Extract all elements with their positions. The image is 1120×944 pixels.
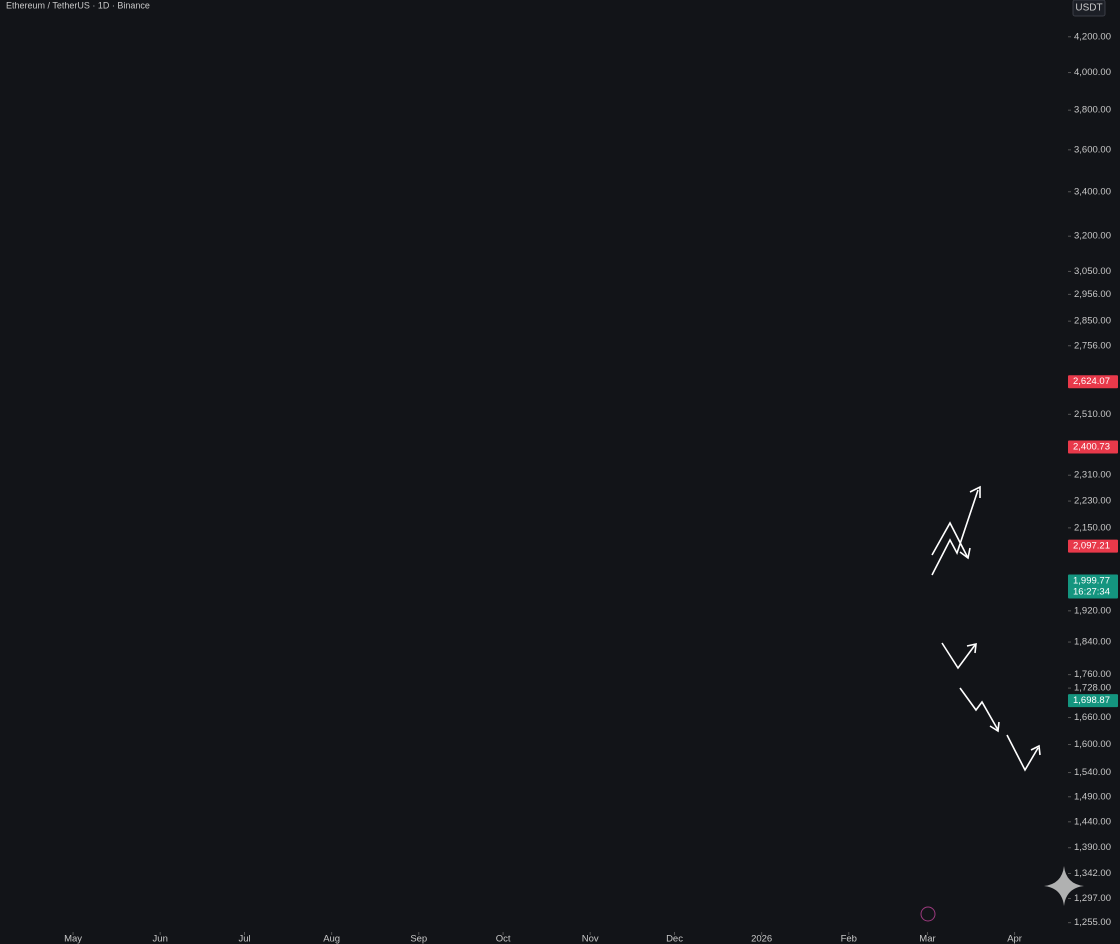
arrow-head <box>989 721 1000 733</box>
y-tick-label: 1,920.00 <box>1074 605 1111 616</box>
y-tick-label: 2,310.00 <box>1074 470 1111 481</box>
price-tag <box>1068 440 1118 454</box>
price-tag-label: 1,999.77 <box>1073 575 1110 586</box>
x-tick-label: Apr <box>1007 934 1022 944</box>
watermark <box>1044 866 1084 906</box>
arrow <box>959 687 999 731</box>
y-tick-label: 3,800.00 <box>1074 105 1111 116</box>
arrow-head <box>1030 744 1041 756</box>
y-tick-label: 1,840.00 <box>1074 637 1111 648</box>
x-tick-label: Jun <box>153 934 168 944</box>
price-tag <box>1068 539 1118 553</box>
price-tag-label: 2,097.21 <box>1073 541 1110 552</box>
x-tick-label: Sep <box>410 934 427 944</box>
x-tick-label: Oct <box>496 934 511 944</box>
x-tick-label: Dec <box>666 934 683 944</box>
currency: USDT <box>1075 3 1102 14</box>
currency-box <box>1072 0 1106 17</box>
y-tick-label: 1,490.00 <box>1074 791 1111 802</box>
price-tag <box>1068 375 1118 389</box>
arrow <box>941 642 976 670</box>
y-tick-label: 1,540.00 <box>1074 767 1111 778</box>
countdown: 16:27:34 <box>1073 586 1110 597</box>
y-tick-label: 1,255.00 <box>1074 917 1111 928</box>
y-tick-label: 2,150.00 <box>1074 522 1111 533</box>
y-tick-label: 1,440.00 <box>1074 816 1111 827</box>
x-tick-label: Nov <box>582 934 599 944</box>
x-tick-label: May <box>64 934 82 944</box>
y-tick-label: 2,510.00 <box>1074 409 1111 420</box>
chart-title: Ethereum / TetherUS · 1D · Binance <box>6 0 150 10</box>
price-tag-label: 2,400.73 <box>1073 441 1110 452</box>
arrow-head <box>959 547 971 560</box>
y-tick-label: 3,400.00 <box>1074 186 1111 197</box>
y-tick-label: 2,956.00 <box>1074 289 1111 300</box>
y-tick-label: 3,050.00 <box>1074 266 1111 277</box>
y-tick-label: 2,850.00 <box>1074 316 1111 327</box>
price-tag-label: 1,698.87 <box>1073 695 1110 706</box>
arrow <box>931 521 969 559</box>
y-tick-label: 1,600.00 <box>1074 739 1111 750</box>
y-tick-label: 3,600.00 <box>1074 144 1111 155</box>
x-tick-label: Aug <box>323 934 340 944</box>
y-tick-label: 1,342.00 <box>1074 868 1111 879</box>
y-tick-label: 4,200.00 <box>1074 31 1111 42</box>
x-tick-label: Jul <box>238 934 250 944</box>
y-tick-label: 1,390.00 <box>1074 842 1111 853</box>
x-tick-label: 2026 <box>751 934 772 944</box>
arrow <box>931 489 979 576</box>
y-tick-label: 2,230.00 <box>1074 496 1111 507</box>
y-tick-label: 1,760.00 <box>1074 669 1111 680</box>
event-icon <box>920 906 936 922</box>
arrow-head <box>969 485 981 498</box>
x-tick-label: Mar <box>919 934 935 944</box>
arrow-head <box>966 642 977 654</box>
y-tick-label: 1,728.00 <box>1074 683 1111 694</box>
y-tick-label: 1,660.00 <box>1074 712 1111 723</box>
y-tick-label: 1,297.00 <box>1074 893 1111 904</box>
y-tick-label: 2,756.00 <box>1074 340 1111 351</box>
price-tag <box>1068 574 1118 599</box>
y-tick-label: 3,200.00 <box>1074 231 1111 242</box>
arrow <box>1006 734 1039 772</box>
price-axis <box>1068 0 1120 944</box>
annotations <box>931 485 1041 772</box>
price-tag-label: 2,624.07 <box>1073 376 1110 387</box>
price-tag <box>1068 694 1118 708</box>
x-tick-label: Feb <box>841 934 857 944</box>
y-tick-label: 4,000.00 <box>1074 67 1111 78</box>
